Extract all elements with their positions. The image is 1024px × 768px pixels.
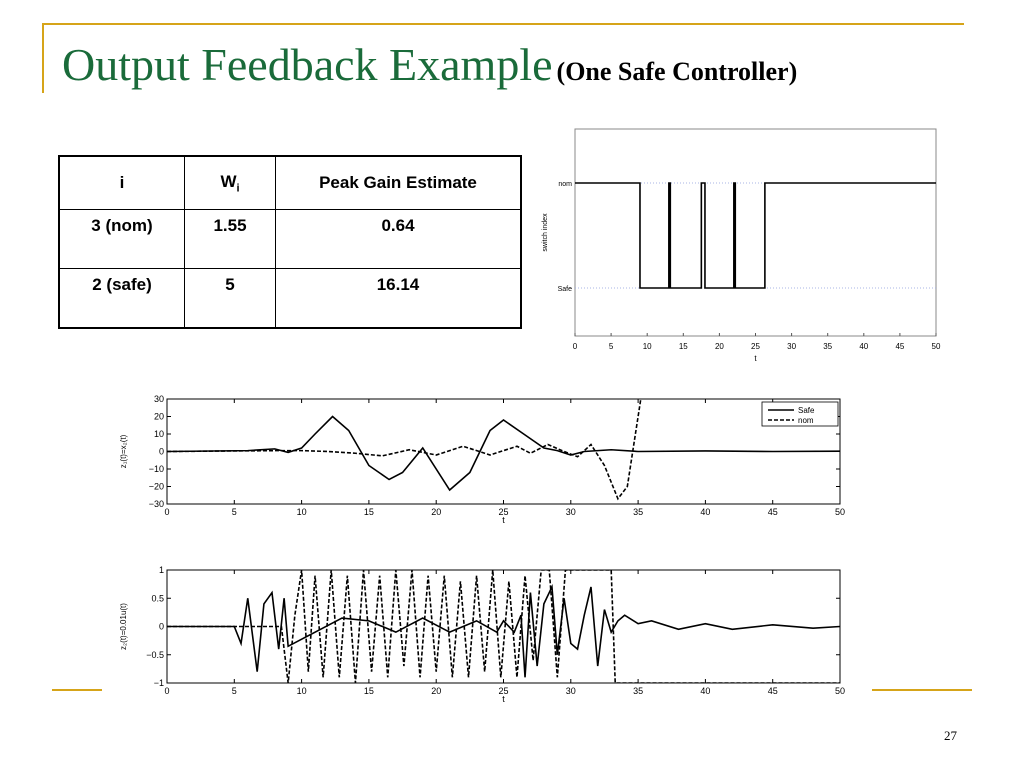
y-tick-label: −1	[154, 678, 164, 688]
y-tick-label: 0	[159, 447, 164, 457]
cell-w: 1.55	[184, 209, 276, 269]
x-tick-label: 45	[768, 686, 778, 696]
x-tick-label: 5	[232, 686, 237, 696]
x-tick-label: 50	[932, 342, 941, 351]
x-tick-label: 40	[700, 686, 710, 696]
legend-box	[761, 401, 839, 427]
x-tick-label: 15	[679, 342, 688, 351]
x-tick-label: 40	[859, 342, 868, 351]
cell-i: 2 (safe)	[58, 268, 185, 329]
series-line-nom	[167, 399, 642, 501]
x-tick-label: 25	[498, 686, 508, 696]
table-row: 2 (safe) 5 16.14	[58, 268, 522, 329]
y-tick-label: 0.5	[151, 593, 164, 603]
frame-line-left	[42, 23, 44, 93]
x-tick-label: 35	[823, 342, 832, 351]
x-tick-label: 35	[633, 507, 643, 517]
plot-area	[574, 128, 937, 337]
y-tick-label: 0	[159, 622, 164, 632]
legend-label: nom	[798, 416, 814, 425]
x-tick-label: 20	[715, 342, 724, 351]
series-line-Safe	[167, 583, 840, 678]
header-w-subscript: i	[236, 182, 240, 195]
x-tick-label: 25	[498, 507, 508, 517]
x-tick-label: 5	[232, 507, 237, 517]
x-tick-label: 50	[835, 507, 845, 517]
y-tick-label: −20	[149, 482, 164, 492]
y-tick-label: −0.5	[146, 650, 164, 660]
series-line-nom	[167, 570, 840, 683]
x-tick-label: 10	[643, 342, 652, 351]
x-tick-label: 10	[297, 507, 307, 517]
x-tick-label: 30	[566, 507, 576, 517]
x-tick-label: 30	[566, 686, 576, 696]
cell-gain: 0.64	[275, 209, 522, 269]
header-w: Wi	[184, 155, 276, 210]
series-line-switch-index	[575, 182, 936, 289]
y-tick-label: 20	[154, 412, 164, 422]
y-axis-label: switch index	[542, 213, 549, 252]
table-row: 3 (nom) 1.55 0.64	[58, 209, 522, 269]
cell-w: 5	[184, 268, 276, 329]
x-tick-label: 20	[431, 507, 441, 517]
y-tick-label: 1	[159, 565, 164, 575]
x-axis-label: t	[502, 515, 505, 525]
x-tick-label: 25	[751, 342, 760, 351]
header-peak-gain: Peak Gain Estimate	[275, 155, 522, 210]
x-axis-label: t	[754, 354, 757, 363]
x-tick-label: 0	[573, 342, 578, 351]
y-tick-label: 30	[154, 394, 164, 404]
x-tick-label: 35	[633, 686, 643, 696]
x-tick-label: 30	[787, 342, 796, 351]
x-tick-label: 45	[895, 342, 904, 351]
z2-chart: 0 5 10 15 20 25 30 35 40 45 50 −1 −0.5 0 0.5 1 t z₂(t)=0.…	[119, 565, 845, 704]
x-tick-label: 5	[609, 342, 614, 351]
x-tick-label: 0	[164, 507, 169, 517]
frame-line-bottom-right	[872, 689, 972, 691]
x-tick-label: 45	[768, 507, 778, 517]
header-w-letter: W	[220, 171, 237, 191]
x-tick-label: 20	[431, 686, 441, 696]
cell-gain: 16.14	[275, 268, 522, 329]
y-tick-label: nom	[558, 181, 572, 188]
peak-gain-table: i Wi Peak Gain Estimate 3 (nom) 1.55 0.6…	[58, 155, 522, 329]
cell-i: 3 (nom)	[58, 209, 185, 269]
legend-label: Safe	[798, 406, 815, 415]
header-i: i	[58, 155, 185, 210]
x-tick-label: 15	[364, 507, 374, 517]
y-axis-label: z₁(t)=x₂(t)	[119, 434, 128, 468]
x-axis-label: t	[502, 694, 505, 704]
y-axis-label: z₂(t)=0.01u(t)	[119, 603, 128, 650]
table-header-row: i Wi Peak Gain Estimate	[58, 155, 522, 210]
frame-line-bottom-left	[52, 689, 102, 691]
title-main: Output Feedback Example	[62, 39, 553, 90]
series-line-Safe	[167, 415, 840, 492]
y-tick-label: −10	[149, 464, 164, 474]
y-tick-label: 10	[154, 429, 164, 439]
switch-index-chart: nom Safe 0 5 10 15 20 25 30 35 40 45 50 t switch index	[542, 128, 941, 363]
x-tick-label: 50	[835, 686, 845, 696]
x-tick-label: 40	[700, 507, 710, 517]
slide-title: Output Feedback Example (One Safe Contro…	[62, 38, 797, 91]
x-tick-label: 0	[164, 686, 169, 696]
page-number: 27	[944, 728, 957, 743]
frame-line-top	[42, 23, 964, 25]
x-tick-label: 10	[297, 686, 307, 696]
title-sub: (One Safe Controller)	[556, 57, 798, 86]
x-tick-label: 15	[364, 686, 374, 696]
z1-chart: 0 5 10 15 20 25 30 35 40 45 50 −30 −20 −10 0 10 20 30 t z₁(…	[119, 394, 845, 525]
y-tick-label: −30	[149, 499, 164, 509]
plot-area	[166, 569, 841, 684]
y-tick-label: Safe	[558, 286, 573, 293]
